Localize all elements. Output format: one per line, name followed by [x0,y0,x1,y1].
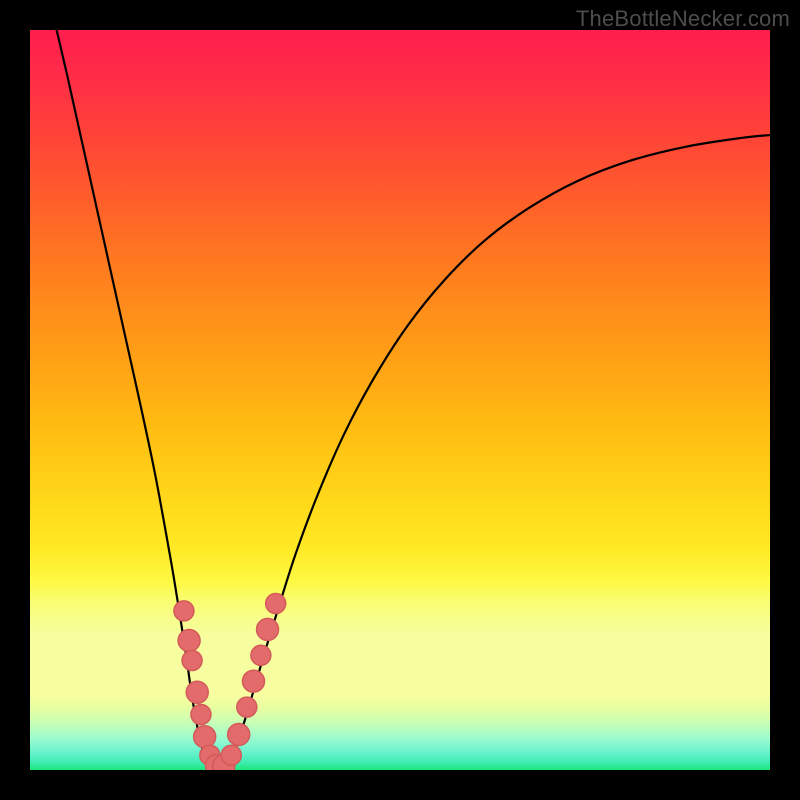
marker-point [186,681,208,703]
gradient-background [30,30,770,770]
chart-frame: TheBottleNecker.com [0,0,800,800]
marker-point [242,670,264,692]
marker-point [182,650,202,670]
marker-point [178,630,200,652]
marker-point [237,697,257,717]
marker-point [194,726,216,748]
chart-svg [30,30,770,770]
marker-point [266,594,286,614]
plot-area [30,30,770,770]
watermark-text: TheBottleNecker.com [576,6,790,32]
marker-point [251,645,271,665]
marker-point [191,705,211,725]
marker-point [221,745,241,765]
marker-point [174,601,194,621]
marker-point [228,723,250,745]
marker-point [257,618,279,640]
